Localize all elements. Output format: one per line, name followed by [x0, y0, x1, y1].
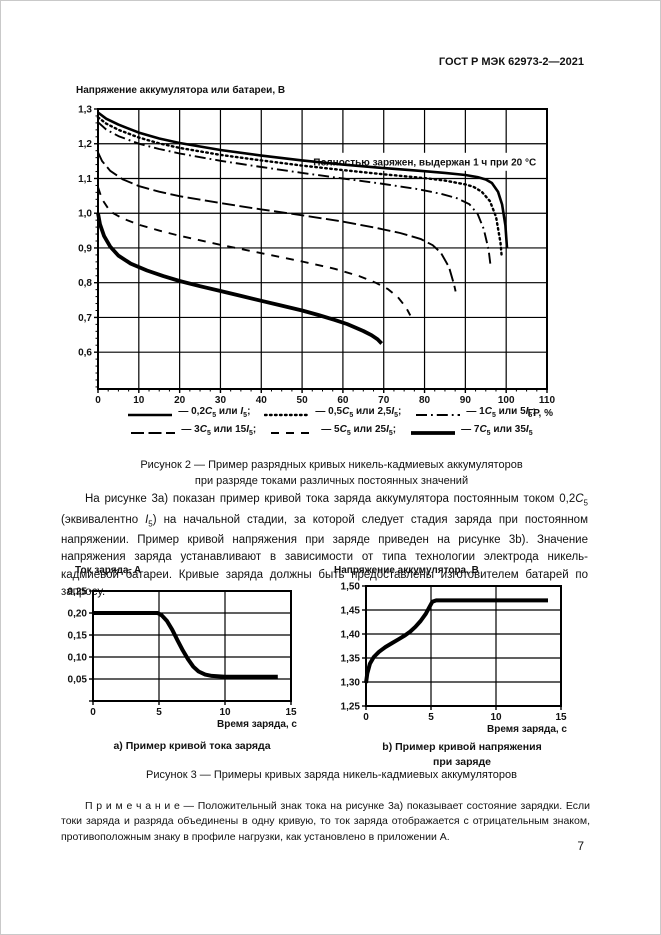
figure3b-caption: b) Пример кривой напряжения при заряде	[331, 740, 593, 770]
svg-text:40: 40	[256, 395, 268, 406]
svg-text:1,45: 1,45	[341, 606, 361, 617]
chart-annotation: Полностью заряжен, выдержан 1 ч при 20 °…	[313, 157, 536, 168]
figure2-caption-line2: при разряде токами различных постоянных …	[194, 475, 469, 487]
legend-item: — 0,2C5 или I5;	[127, 403, 250, 425]
svg-text:0: 0	[363, 712, 369, 723]
svg-text:90: 90	[460, 395, 472, 406]
svg-text:0,15: 0,15	[68, 631, 88, 642]
figure2-caption-line1: Рисунок 2 — Пример разрядных кривых нике…	[140, 459, 523, 471]
series-longdash	[97, 151, 457, 292]
legend-line-sample	[271, 431, 316, 434]
svg-text:1,3: 1,3	[78, 105, 92, 116]
series-solid3	[93, 611, 278, 679]
svg-text:0,10: 0,10	[68, 653, 88, 664]
svg-text:50: 50	[297, 395, 309, 406]
svg-text:1,50: 1,50	[341, 582, 361, 593]
figure3a-chart: 0 5 10 15 0,25 0,20 0,15 0,10 0,05 Время заряда, …	[68, 587, 298, 731]
figure3b-y-axis-label: Напряжение аккумулятора, В	[334, 565, 479, 576]
svg-text:0,8: 0,8	[78, 278, 92, 289]
legend-item-label: — 0,2C5 или I5;	[178, 406, 251, 419]
svg-text:0,9: 0,9	[78, 243, 92, 254]
svg-text:0,6: 0,6	[78, 348, 92, 359]
svg-text:10: 10	[219, 707, 231, 718]
legend-item: — 0,5C5 или 2,5I5;	[264, 403, 401, 425]
legend-item-label: — 5C5 или 25I5;	[321, 424, 397, 437]
document-header: ГОСТ Р МЭК 62973-2—2021	[438, 56, 584, 68]
series-solid3	[364, 598, 548, 684]
svg-text:100: 100	[498, 395, 515, 406]
svg-text:1,0: 1,0	[78, 209, 92, 220]
series-solid	[97, 111, 509, 249]
svg-text:1,2: 1,2	[78, 139, 92, 150]
legend-item-label: — 7C5 или 35I5	[461, 424, 533, 437]
svg-text:0,20: 0,20	[68, 609, 88, 620]
legend-row: — 3C5 или 15I5; — 5C5 или 25I5; — 7C5 или …	[21, 421, 642, 439]
svg-text:5: 5	[428, 712, 434, 723]
figure3b-chart: 0 5 10 15 1,50 1,45 1,40 1,35 1,30 1,25 Время заря…	[341, 582, 568, 736]
note-paragraph: П р и м е ч а н и е — Положительный знак…	[61, 800, 590, 843]
svg-text:0,05: 0,05	[68, 675, 88, 686]
svg-text:20: 20	[174, 395, 186, 406]
figure2-chart: Полностью заряжен, выдержан 1 ч при 20 °…	[78, 105, 556, 420]
svg-text:0: 0	[90, 707, 96, 718]
figure3a-y-axis-label: Ток заряда, А	[75, 565, 142, 576]
svg-text:80: 80	[419, 395, 431, 406]
series-solid2	[96, 212, 384, 345]
svg-text:110: 110	[539, 395, 556, 406]
svg-text:5: 5	[156, 707, 162, 718]
legend-line-sample	[416, 413, 461, 416]
svg-text:10: 10	[133, 395, 145, 406]
series-dotted	[96, 116, 503, 258]
figure3-caption: Рисунок 3 — Примеры кривых заряда никель…	[146, 769, 517, 781]
legend-item-label: — 0,5C5 или 2,5I5;	[315, 406, 402, 419]
series-dash	[97, 186, 412, 316]
figure3a-caption: а) Пример кривой тока заряда	[113, 740, 271, 752]
figure3b-caption-line2: при заряде	[433, 756, 491, 768]
legend-item-label: — 1C5 или 5I5;	[466, 406, 536, 419]
figure2-legend: — 0,2C5 или I5; — 0,5C5 или 2,5I5; — 1C5 и…	[21, 403, 642, 439]
svg-text:1,30: 1,30	[341, 678, 361, 689]
body-paragraph: На рисунке 3а) показан пример кривой ток…	[61, 493, 588, 599]
svg-text:1,25: 1,25	[341, 702, 361, 713]
x-axis-label: ГР, %	[528, 408, 554, 419]
figure2-caption: Рисунок 2 — Пример разрядных кривых нике…	[1, 457, 660, 489]
svg-text:1,40: 1,40	[341, 630, 361, 641]
x-axis-label: Время заряда, с	[217, 719, 297, 730]
svg-text:10: 10	[490, 712, 502, 723]
legend-item: — 3C5 или 15I5;	[130, 421, 256, 443]
legend-line-sample	[131, 431, 176, 434]
series-dashdot	[97, 121, 492, 264]
svg-text:0,7: 0,7	[78, 313, 92, 324]
legend-item: — 1C5 или 5I5;	[415, 403, 536, 425]
legend-line-sample	[264, 413, 311, 416]
page-number: 7	[577, 839, 584, 853]
x-axis-label: Время заряда, с	[487, 724, 567, 735]
svg-text:70: 70	[378, 395, 390, 406]
figure3b-caption-line1: b) Пример кривой напряжения	[382, 741, 542, 753]
legend-item: — 5C5 или 25I5;	[270, 421, 396, 443]
svg-text:0: 0	[95, 395, 101, 406]
legend-item-label: — 3C5 или 15I5;	[181, 424, 257, 437]
svg-text:0,25: 0,25	[68, 587, 88, 598]
svg-text:1,1: 1,1	[78, 174, 92, 185]
legend-line-sample	[411, 430, 456, 435]
legend-item: — 7C5 или 35I5	[410, 421, 533, 443]
svg-text:15: 15	[555, 712, 567, 723]
figure2-y-axis-label: Напряжение аккумулятора или батареи, В	[76, 85, 286, 96]
svg-text:1,35: 1,35	[341, 654, 361, 665]
legend-row: — 0,2C5 или I5; — 0,5C5 или 2,5I5; — 1C5 и…	[21, 403, 642, 421]
svg-text:30: 30	[215, 395, 227, 406]
svg-text:15: 15	[285, 707, 297, 718]
svg-text:60: 60	[337, 395, 349, 406]
legend-line-sample	[128, 413, 173, 416]
